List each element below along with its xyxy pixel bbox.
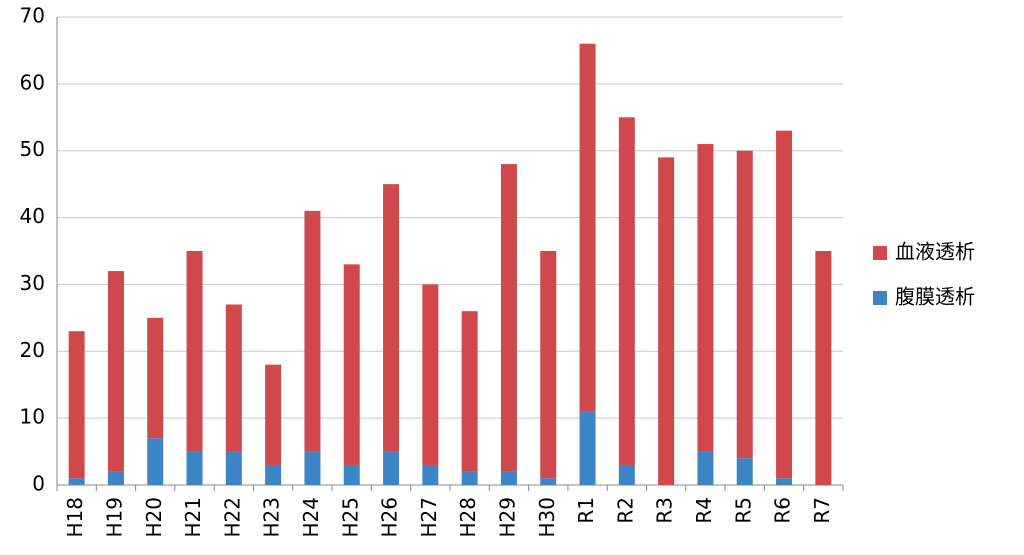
- x-tick-label: H28: [456, 497, 480, 538]
- bar-segment: [658, 157, 675, 485]
- x-tick-label: R1: [574, 497, 598, 524]
- bar-segment: [461, 471, 478, 485]
- x-tick-label: H30: [535, 497, 559, 538]
- x-tick-label: H23: [260, 497, 284, 538]
- y-tick-label: 40: [20, 204, 45, 228]
- legend-swatch: [873, 291, 887, 305]
- bar-segment: [736, 150, 753, 459]
- x-tick-label: H27: [417, 497, 441, 538]
- bar-segment: [186, 251, 203, 452]
- y-tick-label: 60: [20, 70, 45, 94]
- x-tick-label: H25: [338, 497, 362, 538]
- bar-segment: [147, 438, 164, 485]
- bar-segment: [540, 251, 557, 479]
- y-tick-label: 20: [20, 338, 45, 362]
- bar-segment: [383, 451, 400, 485]
- bar-segment: [107, 471, 124, 485]
- y-tick-label: 30: [20, 271, 45, 295]
- x-tick-label: H26: [378, 497, 402, 538]
- y-tick-label: 70: [20, 4, 45, 28]
- bar-segment: [383, 184, 400, 452]
- bar-segment: [147, 317, 164, 439]
- x-tick-label: R6: [771, 497, 795, 524]
- bar-segment: [697, 144, 714, 452]
- bar-segment: [68, 478, 85, 485]
- legend-swatch: [873, 246, 887, 260]
- x-tick-label: H29: [495, 497, 519, 538]
- x-tick-label: R2: [613, 497, 637, 524]
- bar-segment: [304, 451, 321, 485]
- bar-segment: [107, 271, 124, 472]
- x-tick-label: R3: [653, 497, 677, 524]
- bar-segment: [343, 464, 360, 485]
- bar-segment: [304, 210, 321, 452]
- x-tick-label: H20: [142, 497, 166, 538]
- bar-segment: [343, 264, 360, 465]
- bar-segment: [736, 458, 753, 485]
- bar-segment: [186, 451, 203, 485]
- x-tick-label: R7: [810, 497, 834, 524]
- x-tick-label: H22: [220, 497, 244, 538]
- bar-segment: [815, 251, 832, 485]
- y-tick-label: 10: [20, 405, 45, 429]
- x-tick-label: H21: [181, 497, 205, 538]
- x-tick-label: H24: [299, 497, 323, 538]
- bar-segment: [225, 451, 242, 485]
- y-tick-label: 0: [32, 472, 45, 496]
- bar-segment: [540, 478, 557, 485]
- bar-segment: [500, 471, 517, 485]
- bar-segment: [618, 464, 635, 485]
- x-tick-label: R5: [731, 497, 755, 524]
- bar-segment: [579, 411, 596, 485]
- bar-segment: [618, 117, 635, 465]
- bar-segment: [776, 478, 793, 485]
- x-tick-label: H19: [102, 497, 126, 538]
- bar-segment: [68, 331, 85, 479]
- bar-segment: [461, 311, 478, 472]
- bar-segment: [225, 304, 242, 452]
- x-tick-label: R4: [692, 497, 716, 524]
- y-tick-label: 50: [20, 137, 45, 161]
- legend-label: 腹膜透析: [895, 285, 975, 309]
- bar-segment: [500, 164, 517, 472]
- bar-segment: [697, 451, 714, 485]
- bar-segment: [265, 464, 282, 485]
- bar-segment: [776, 130, 793, 479]
- x-tick-label: H18: [63, 497, 87, 538]
- bar-segment: [422, 464, 439, 485]
- bar-segment: [422, 284, 439, 465]
- legend-label: 血液透析: [895, 240, 975, 264]
- bar-segment: [579, 43, 596, 412]
- bar-segment: [265, 364, 282, 465]
